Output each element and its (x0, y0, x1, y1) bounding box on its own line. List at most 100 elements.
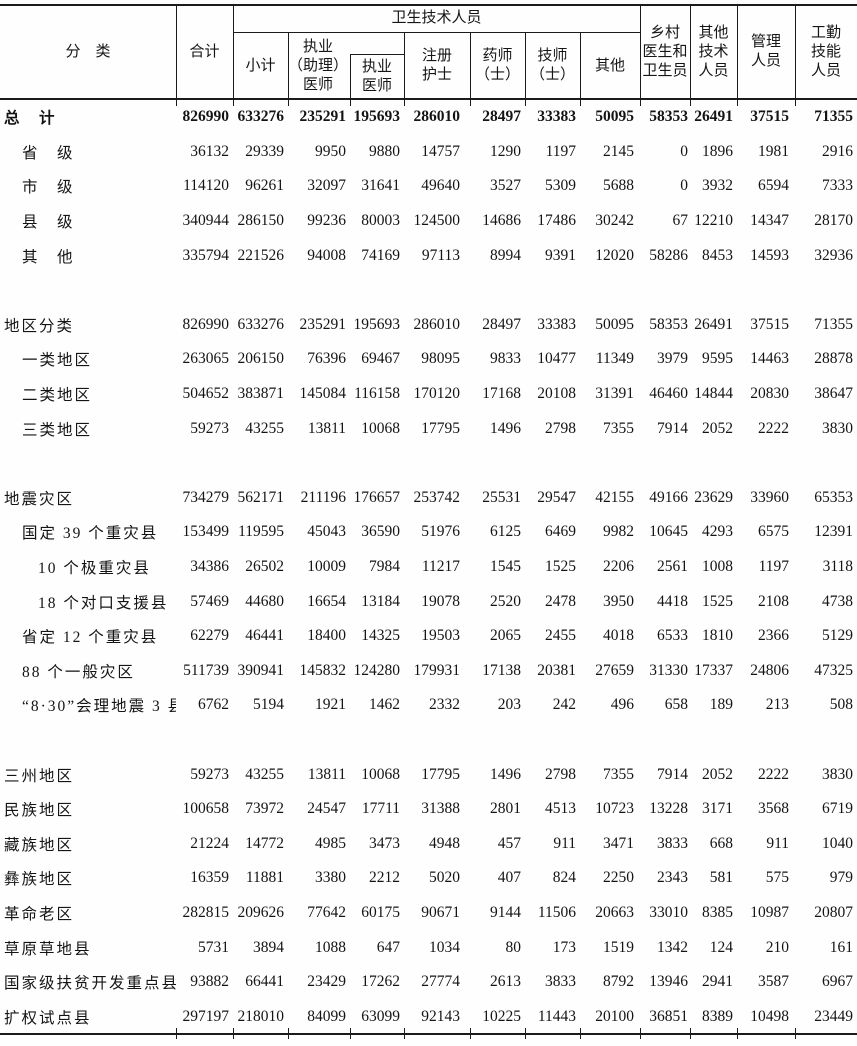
cell: 1519 (603, 938, 634, 956)
cell: 297197 (182, 1007, 230, 1025)
row-label: 二类地区 (22, 387, 93, 405)
cell: 2145 (603, 142, 634, 160)
cell: 13184 (361, 592, 400, 610)
table-row: 藏族地区 21224 14772 4985 3473 4948 457 911 3471 3833… (0, 826, 857, 861)
cell: 31388 (421, 800, 460, 818)
cell: 17795 (421, 419, 460, 437)
cell: 14844 (694, 385, 733, 403)
rule-line (470, 1028, 471, 1039)
cell: 1525 (702, 592, 733, 610)
cell: 14325 (361, 627, 400, 645)
rule-line (288, 1028, 289, 1039)
cell: 8385 (702, 903, 733, 921)
row-label: 三类地区 (22, 421, 93, 439)
cell: 27659 (595, 661, 634, 679)
cell: 1981 (758, 142, 789, 160)
rule-line (580, 100, 581, 106)
row-label: 总 计 (4, 110, 57, 128)
cell: 282815 (182, 903, 230, 921)
row-label: 民族地区 (4, 802, 75, 820)
cell: 3118 (822, 558, 853, 576)
cell: 124 (709, 938, 733, 956)
row-label: 省定 12 个重灾县 (22, 629, 159, 647)
cell: 3471 (603, 834, 634, 852)
cell: 1290 (490, 142, 521, 160)
cell: 2613 (490, 973, 521, 991)
cell: 203 (497, 696, 521, 714)
cell: 7984 (369, 558, 400, 576)
cell: 74169 (361, 246, 400, 264)
rule-line (404, 100, 405, 106)
cell: 3950 (603, 592, 634, 610)
cell: 18400 (307, 627, 346, 645)
rule-line (640, 100, 641, 106)
cell: 49640 (421, 177, 460, 195)
cell: 3568 (758, 800, 789, 818)
rule-line (795, 100, 796, 106)
cell: 1525 (545, 558, 576, 576)
cell: 24806 (750, 661, 789, 679)
cell: 11443 (537, 1007, 576, 1025)
cell: 221526 (237, 246, 285, 264)
cell: 3830 (822, 419, 853, 437)
cell: 28170 (814, 212, 853, 230)
cell: 29547 (537, 488, 576, 506)
cell: 10645 (649, 523, 688, 541)
col-header-logistics: 工勤 技能 人员 (810, 24, 841, 79)
cell: 17138 (482, 661, 521, 679)
cell: 6762 (198, 696, 229, 714)
cell: 20807 (814, 903, 853, 921)
cell: 47325 (814, 661, 853, 679)
cell: 911 (553, 834, 576, 852)
cell: 20108 (537, 385, 576, 403)
row-label: 10 个极重灾县 (38, 560, 151, 578)
rule-line (737, 100, 738, 106)
cell: 28497 (482, 315, 521, 333)
rule-line (233, 31, 640, 33)
cell: 3932 (702, 177, 733, 195)
cell: 575 (765, 869, 789, 887)
cell: 93882 (190, 973, 229, 991)
cell: 10477 (537, 350, 576, 368)
cell: 2332 (429, 696, 460, 714)
cell: 20100 (595, 1007, 634, 1025)
cell: 2561 (657, 558, 688, 576)
cell: 26491 (694, 315, 733, 333)
row-label: 县 级 (22, 214, 75, 232)
cell: 49166 (649, 488, 688, 506)
cell: 11881 (245, 869, 284, 887)
cell: 6967 (822, 973, 853, 991)
cell: 50095 (595, 108, 634, 126)
cell: 80003 (361, 212, 400, 230)
rule-line (737, 4, 739, 100)
cell: 7914 (657, 419, 688, 437)
cell: 242 (552, 696, 576, 714)
cell: 51976 (421, 523, 460, 541)
cell: 7355 (603, 765, 634, 783)
cell: 10723 (595, 800, 634, 818)
cell: 77642 (307, 903, 346, 921)
table-row: 国定 39 个重灾县 153499 119595 45043 36590 51976 612… (0, 515, 857, 550)
cell: 496 (610, 696, 634, 714)
cell: 10068 (361, 419, 400, 437)
data-table: 总 计 826990 633276 235291 195693 286010 28497 33… (0, 100, 857, 1034)
table-row: 三州地区 59273 43255 13811 10068 17795 1496 2798 735… (0, 757, 857, 792)
rule-line (350, 53, 404, 55)
table-row: 草原草地县 5731 3894 1088 647 1034 80 173 1519 1342 124… (0, 930, 857, 965)
cell: 7333 (822, 177, 853, 195)
cell: 66441 (245, 973, 284, 991)
cell: 3380 (315, 869, 346, 887)
cell: 2108 (758, 592, 789, 610)
col-header-licensed-physician: 执业 医师 (361, 59, 392, 94)
cell: 26502 (245, 558, 284, 576)
rule-line (288, 100, 289, 106)
cell: 37515 (750, 108, 789, 126)
cell: 97113 (421, 246, 460, 264)
rule-line (525, 31, 527, 100)
cell: 633276 (237, 315, 285, 333)
cell: 71355 (814, 315, 853, 333)
cell: 11349 (595, 350, 634, 368)
cell: 2222 (758, 419, 789, 437)
cell: 2801 (490, 800, 521, 818)
